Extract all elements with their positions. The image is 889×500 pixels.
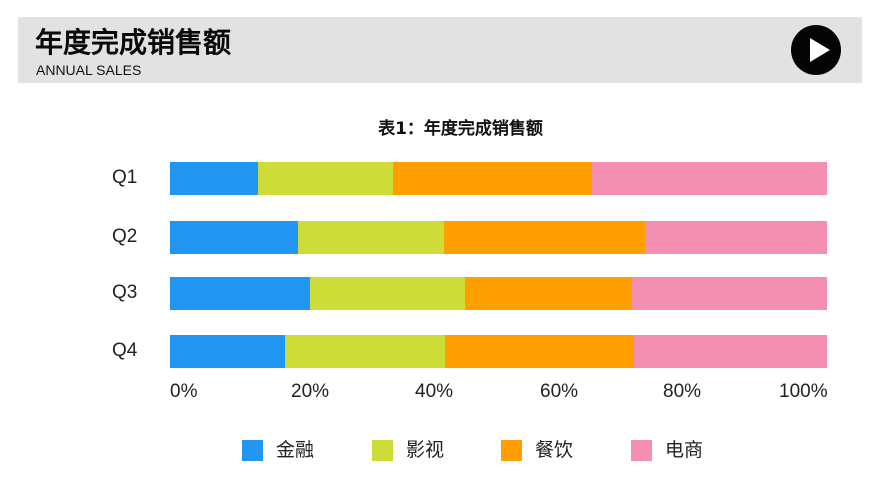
- x-tick-label: 0%: [170, 381, 198, 402]
- bar-segment[interactable]: [445, 335, 635, 368]
- bar-segment[interactable]: [392, 162, 592, 195]
- legend-label: 影视: [406, 439, 445, 461]
- bar-segment[interactable]: [170, 277, 310, 310]
- legend-swatch: [242, 440, 263, 461]
- legend-swatch: [501, 440, 522, 461]
- bar-segment[interactable]: [170, 335, 285, 368]
- play-icon: [810, 38, 830, 62]
- bar-row-q2: [170, 221, 827, 254]
- bar-segment[interactable]: [634, 335, 827, 368]
- bar-segment[interactable]: [644, 221, 827, 254]
- category-label: Q1: [112, 167, 138, 188]
- chart-title: 表1：年度完成销售额: [378, 119, 543, 139]
- legend-label: 金融: [276, 439, 315, 461]
- play-button[interactable]: [791, 25, 841, 75]
- legend-label: 电商: [665, 439, 704, 461]
- x-tick-label: 60%: [540, 381, 579, 402]
- bar-segment[interactable]: [464, 277, 632, 310]
- header-banner: 年度完成销售额 ANNUAL SALES: [18, 17, 862, 83]
- bar-row-q1: [170, 162, 827, 195]
- x-tick-label: 20%: [291, 381, 330, 402]
- bar-row-q3: [170, 277, 827, 310]
- bar-row-q4: [170, 335, 827, 368]
- x-tick-label: 100%: [779, 381, 828, 402]
- bar-segment[interactable]: [284, 335, 446, 368]
- bar-segment[interactable]: [170, 221, 299, 254]
- x-tick-label: 40%: [415, 381, 454, 402]
- legend-swatch: [372, 440, 393, 461]
- bar-segment[interactable]: [170, 162, 259, 195]
- legend-label: 餐饮: [535, 439, 574, 461]
- bar-segment[interactable]: [631, 277, 827, 310]
- category-label: Q2: [112, 226, 138, 247]
- bar-segment[interactable]: [443, 221, 645, 254]
- bar-segment[interactable]: [258, 162, 393, 195]
- legend-swatch: [631, 440, 652, 461]
- bar-segment[interactable]: [309, 277, 465, 310]
- bar-segment[interactable]: [298, 221, 444, 254]
- category-label: Q4: [112, 340, 138, 361]
- x-tick-label: 80%: [663, 381, 702, 402]
- page-title: 年度完成销售额: [35, 26, 232, 59]
- category-label: Q3: [112, 282, 138, 303]
- bar-segment[interactable]: [591, 162, 827, 195]
- page-subtitle: ANNUAL SALES: [36, 62, 142, 78]
